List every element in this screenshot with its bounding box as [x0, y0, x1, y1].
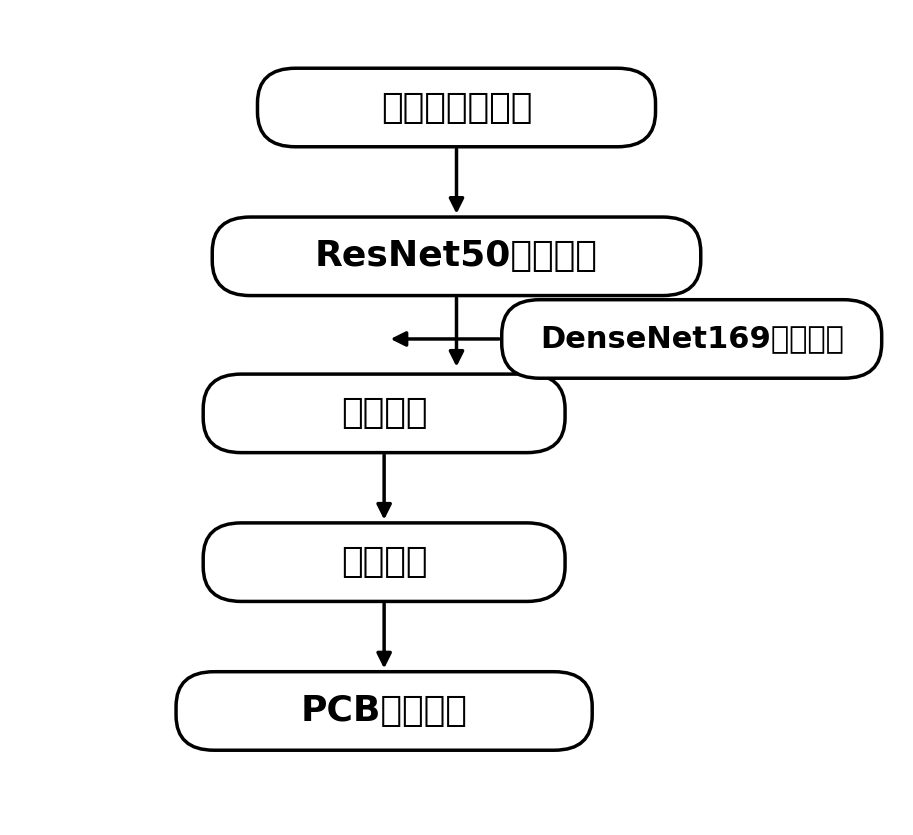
Text: 特征融合: 特征融合 — [341, 397, 427, 430]
Text: 模型训练: 模型训练 — [341, 545, 427, 579]
Text: 建立图像数据集: 建立图像数据集 — [381, 90, 532, 124]
FancyBboxPatch shape — [212, 217, 701, 296]
FancyBboxPatch shape — [204, 374, 565, 453]
Text: ResNet50模型改进: ResNet50模型改进 — [315, 240, 598, 273]
Text: PCB缺陷识别: PCB缺陷识别 — [300, 694, 467, 728]
Text: DenseNet169模型融入: DenseNet169模型融入 — [540, 325, 844, 353]
FancyBboxPatch shape — [257, 68, 656, 147]
FancyBboxPatch shape — [204, 523, 565, 601]
FancyBboxPatch shape — [502, 300, 882, 378]
FancyBboxPatch shape — [176, 671, 593, 750]
